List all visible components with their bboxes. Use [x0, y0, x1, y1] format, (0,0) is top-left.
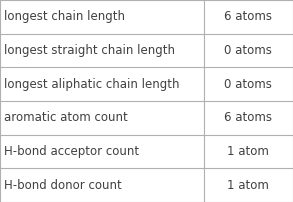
- Text: aromatic atom count: aromatic atom count: [4, 111, 128, 124]
- Text: longest chain length: longest chain length: [4, 10, 125, 23]
- Text: 6 atoms: 6 atoms: [224, 111, 272, 124]
- Text: 0 atoms: 0 atoms: [224, 78, 272, 91]
- Text: 1 atom: 1 atom: [227, 145, 269, 158]
- Text: H-bond donor count: H-bond donor count: [4, 179, 122, 192]
- Text: longest straight chain length: longest straight chain length: [4, 44, 176, 57]
- Text: longest aliphatic chain length: longest aliphatic chain length: [4, 78, 180, 91]
- Text: 6 atoms: 6 atoms: [224, 10, 272, 23]
- Text: 0 atoms: 0 atoms: [224, 44, 272, 57]
- Text: 1 atom: 1 atom: [227, 179, 269, 192]
- Text: H-bond acceptor count: H-bond acceptor count: [4, 145, 139, 158]
